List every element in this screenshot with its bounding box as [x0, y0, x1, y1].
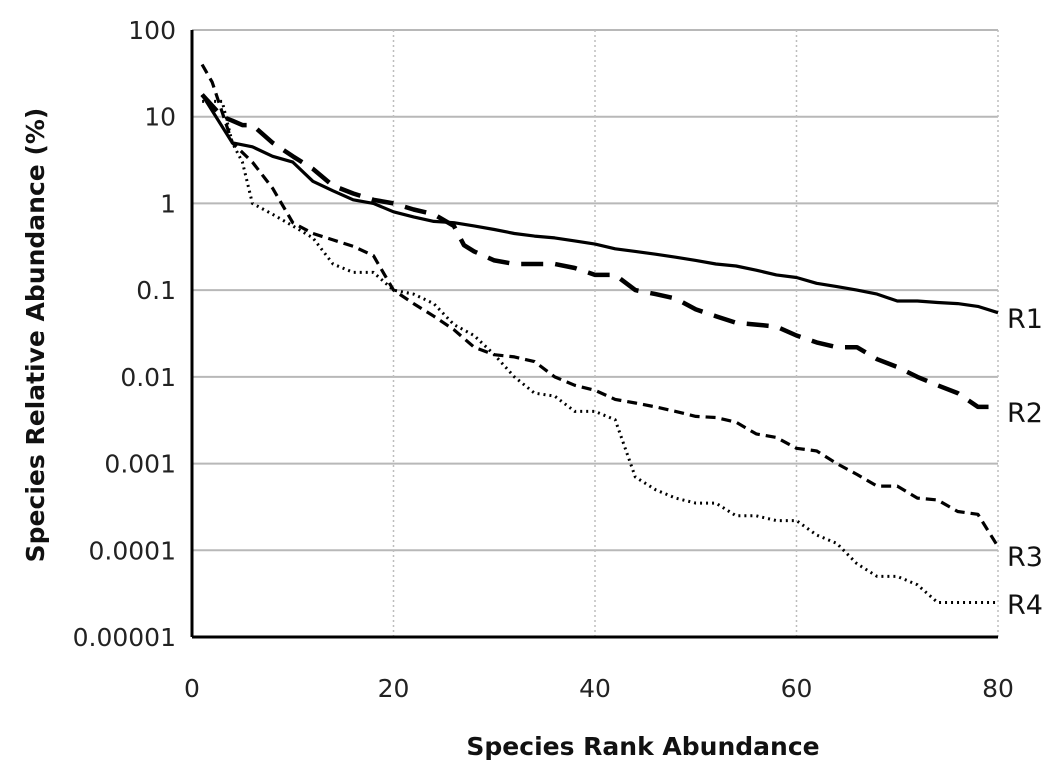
x-axis-title: Species Rank Abundance — [466, 732, 819, 760]
y-tick-label: 0.0001 — [89, 536, 176, 565]
y-tick-label: 1 — [160, 189, 176, 218]
series-line-r3 — [200, 63, 1000, 548]
grid-lines — [192, 29, 999, 637]
series-labels: R1 R2 R3 R4 — [1007, 304, 1043, 621]
series-label-r3: R3 — [1007, 542, 1043, 573]
y-tick-label: 0.00001 — [73, 623, 176, 652]
x-tick-label: 20 — [378, 674, 410, 703]
y-tick-label: 100 — [128, 16, 176, 45]
y-tick-label: 0.1 — [136, 276, 176, 305]
x-tick-label: 40 — [579, 674, 611, 703]
series-label-r1: R1 — [1007, 304, 1043, 335]
series-label-r2: R2 — [1007, 398, 1043, 429]
y-tick-label: 10 — [144, 103, 176, 132]
x-tick-label: 0 — [184, 674, 200, 703]
tick-labels: 100 10 1 0.1 0.01 0.001 0.0001 0.00001 0 20 40 60 80 — [73, 16, 1014, 703]
series-label-r4: R4 — [1007, 590, 1043, 621]
series-lines — [200, 63, 1000, 604]
series-line-r4 — [202, 99, 998, 604]
series-line-r2 — [200, 93, 998, 410]
x-tick-label: 60 — [781, 674, 813, 703]
y-tick-label: 0.001 — [104, 450, 176, 479]
series-line-r1 — [200, 93, 999, 315]
x-tick-label: 80 — [982, 674, 1014, 703]
y-tick-label: 0.01 — [120, 363, 176, 392]
axes — [190, 30, 998, 639]
y-axis-title: Species Relative Abundance (%) — [21, 108, 50, 563]
